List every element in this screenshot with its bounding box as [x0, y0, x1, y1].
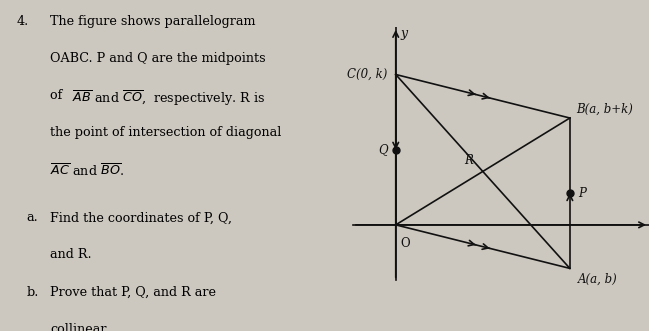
Text: Find the coordinates of P, Q,: Find the coordinates of P, Q, — [51, 212, 232, 224]
Text: y: y — [400, 27, 408, 40]
Text: $\overline{AC}$ and $\overline{BO}$.: $\overline{AC}$ and $\overline{BO}$. — [51, 163, 125, 179]
Text: A(a, b): A(a, b) — [578, 272, 617, 285]
Text: Prove that P, Q, and R are: Prove that P, Q, and R are — [51, 286, 216, 299]
Text: of: of — [51, 89, 67, 102]
Text: R: R — [465, 155, 473, 167]
Text: the point of intersection of diagonal: the point of intersection of diagonal — [51, 126, 282, 139]
Text: Q: Q — [378, 143, 388, 156]
Text: B(a, b+k): B(a, b+k) — [576, 103, 633, 116]
Text: collinear.: collinear. — [51, 323, 110, 331]
Text: O: O — [400, 237, 410, 250]
Text: and R.: and R. — [51, 249, 92, 261]
Text: C(0, k): C(0, k) — [347, 68, 388, 81]
Text: b.: b. — [27, 286, 39, 299]
Text: a.: a. — [27, 212, 38, 224]
Text: OABC. P and Q are the midpoints: OABC. P and Q are the midpoints — [51, 52, 266, 65]
Text: $\overline{AB}$ and $\overline{CO}$,  respectively. R is: $\overline{AB}$ and $\overline{CO}$, res… — [72, 89, 265, 108]
Text: P: P — [578, 187, 585, 200]
Text: The figure shows parallelogram: The figure shows parallelogram — [51, 15, 256, 28]
Text: 4.: 4. — [17, 15, 29, 28]
